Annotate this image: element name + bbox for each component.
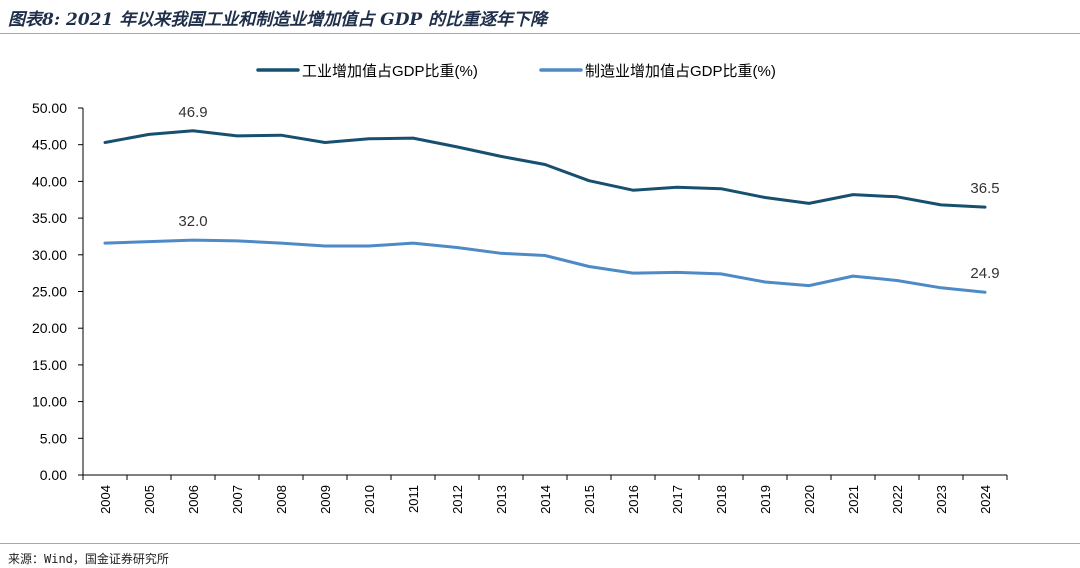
- y-tick-label: 5.00: [40, 430, 67, 446]
- data-label-series-2: 32.0: [178, 213, 207, 230]
- data-label-series-1: 36.5: [970, 180, 999, 197]
- y-tick-label: 30.00: [32, 247, 67, 263]
- series-line-2: [103, 238, 987, 294]
- x-tick-label: 2020: [802, 485, 817, 514]
- x-tick-label: 2012: [450, 485, 465, 514]
- source-note: 来源：Wind，国金证券研究所: [8, 552, 169, 566]
- x-tick-label: 2013: [494, 485, 509, 514]
- y-tick-label: 25.00: [32, 284, 67, 300]
- x-tick-label: 2010: [362, 485, 377, 514]
- x-tick-label: 2007: [230, 485, 245, 514]
- x-tick-label: 2004: [98, 485, 113, 514]
- data-label-series-1: 46.9: [178, 104, 207, 121]
- source-divider: [0, 543, 1080, 544]
- y-tick-label: 35.00: [32, 210, 67, 226]
- data-label-series-2: 24.9: [970, 265, 999, 282]
- y-tick-label: 45.00: [32, 137, 67, 153]
- x-tick-label: 2018: [714, 485, 729, 514]
- chart-axes: 0.00 5.00 10.00 15.00 20.00 25.00 30.00 35.00 40…: [32, 100, 1008, 514]
- x-tick-label: 2008: [274, 485, 289, 514]
- x-tick-label: 2022: [890, 485, 905, 514]
- y-tick-label: 40.00: [32, 173, 67, 189]
- x-tick-label: 2017: [670, 485, 685, 514]
- title-divider: [0, 33, 1080, 34]
- legend-label-2: 制造业增加值占GDP比重(%): [585, 63, 776, 80]
- line-chart: 工业增加值占GDP比重(%) 制造业增加值占GDP比重(%) 0.00 5.00 10…: [32, 63, 1008, 514]
- x-tick-label: 2006: [186, 485, 201, 514]
- legend-label-1: 工业增加值占GDP比重(%): [302, 63, 478, 80]
- x-tick-label: 2015: [582, 485, 597, 514]
- chart-series: [103, 129, 987, 294]
- x-tick-label: 2021: [846, 485, 861, 514]
- chart-data-labels: 46.9 36.5 32.0 24.9: [178, 104, 999, 282]
- x-tick-label: 2014: [538, 485, 553, 514]
- y-tick-label: 20.00: [32, 320, 67, 336]
- x-tick-label: 2024: [978, 485, 993, 514]
- series-line-1: [103, 129, 987, 209]
- figure-title: 图表8: 2021 年以来我国工业和制造业增加值占 GDP 的比重逐年下降: [8, 10, 548, 30]
- x-tick-label: 2009: [318, 485, 333, 514]
- x-tick-label: 2005: [142, 485, 157, 514]
- chart-legend: 工业增加值占GDP比重(%) 制造业增加值占GDP比重(%): [256, 63, 776, 80]
- y-tick-label: 50.00: [32, 100, 67, 116]
- y-tick-label: 10.00: [32, 394, 67, 410]
- x-tick-label: 2023: [934, 485, 949, 514]
- x-tick-label: 2016: [626, 485, 641, 514]
- y-tick-label: 15.00: [32, 357, 67, 373]
- y-tick-label: 0.00: [40, 467, 67, 483]
- x-tick-label: 2019: [758, 485, 773, 514]
- x-tick-label: 2011: [406, 485, 421, 513]
